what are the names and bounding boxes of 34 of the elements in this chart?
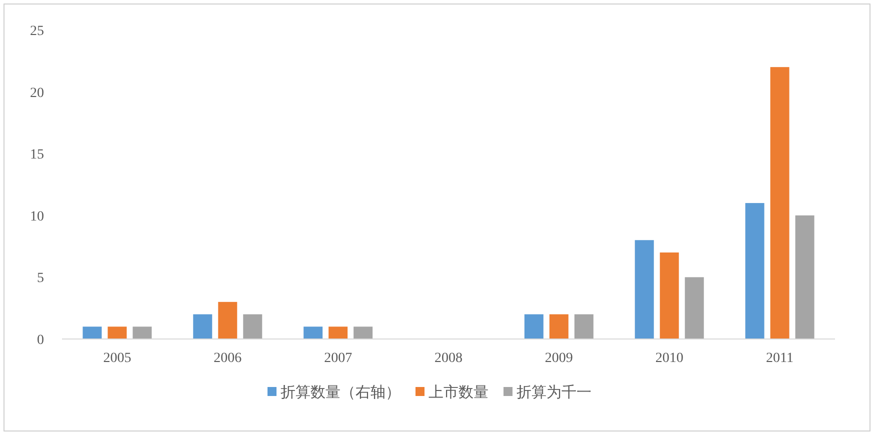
bar (243, 314, 262, 339)
bar (193, 314, 212, 339)
bar (745, 203, 764, 339)
x-tick-label: 2011 (766, 351, 794, 366)
bar (549, 314, 568, 339)
bar (328, 326, 348, 339)
x-tick-label: 2007 (324, 351, 352, 366)
bar (634, 240, 654, 339)
bar (132, 326, 152, 339)
y-tick-label: 5 (37, 271, 44, 286)
legend-label: 上市数量 (428, 383, 488, 401)
bar (660, 252, 679, 339)
y-tick-label: 25 (30, 24, 44, 39)
bar (354, 326, 373, 339)
y-tick-label: 20 (30, 86, 44, 101)
y-tick-label: 0 (37, 333, 44, 348)
bar (574, 314, 594, 339)
bar (684, 277, 704, 339)
bar (524, 314, 544, 339)
x-tick-label: 2006 (214, 351, 242, 366)
y-tick-label: 15 (30, 148, 44, 163)
legend-label: 折算为千一 (516, 383, 592, 401)
legend-label: 折算数量（右轴） (280, 383, 400, 401)
bar (218, 302, 238, 339)
bar (304, 326, 323, 339)
bar (770, 67, 790, 339)
bar (82, 326, 102, 339)
bar (108, 326, 127, 339)
bar (795, 215, 814, 339)
x-tick-label: 2009 (544, 351, 573, 366)
x-tick-label: 2010 (655, 351, 684, 366)
x-tick-label: 2005 (103, 351, 132, 366)
x-tick-label: 2008 (434, 351, 462, 366)
y-tick-label: 10 (30, 209, 44, 224)
